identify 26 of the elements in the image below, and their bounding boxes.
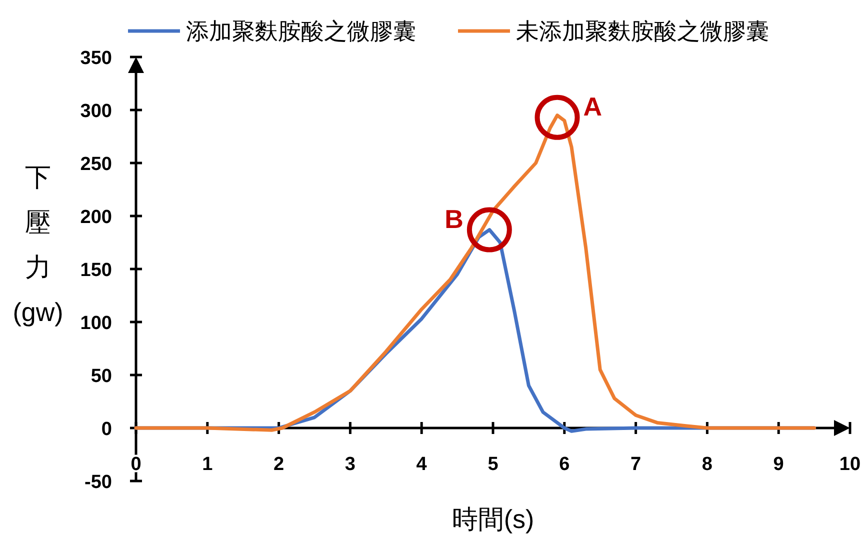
y-tick-label: 200 xyxy=(80,207,112,228)
y-tick-label: 300 xyxy=(80,101,112,122)
x-tick-label: 8 xyxy=(702,454,712,475)
x-tick-label: 7 xyxy=(630,454,642,475)
annotation: B xyxy=(444,204,464,234)
y-tick-label: 50 xyxy=(90,366,112,387)
x-tick-label: 1 xyxy=(202,454,214,475)
x-tick-label: 4 xyxy=(416,454,428,475)
x-tick-label: 9 xyxy=(773,454,784,475)
x-tick-label: 3 xyxy=(344,454,356,475)
x-tick-label: 10 xyxy=(839,454,861,475)
line-series xyxy=(134,114,816,432)
y-tick-label: -50 xyxy=(84,472,112,493)
legend-label: 添加聚麩胺酸之微膠囊 xyxy=(186,18,416,44)
y-tick-label: 0 xyxy=(101,419,112,440)
x-tick-label: 6 xyxy=(559,454,570,475)
legend-label: 未添加聚麩胺酸之微膠囊 xyxy=(516,18,769,44)
y-axis-title: 下壓力(gw) xyxy=(12,162,64,327)
x-tick-label: 5 xyxy=(488,454,499,475)
annotation: A xyxy=(583,91,602,122)
x-tick-label: 2 xyxy=(274,454,284,475)
x-axis-title: 時間(s) xyxy=(452,504,534,534)
y-tick-label: 150 xyxy=(80,260,112,281)
y-tick-label: 350 xyxy=(80,48,112,69)
y-tick-label: 250 xyxy=(80,154,112,175)
y-tick-label: 100 xyxy=(80,313,112,334)
